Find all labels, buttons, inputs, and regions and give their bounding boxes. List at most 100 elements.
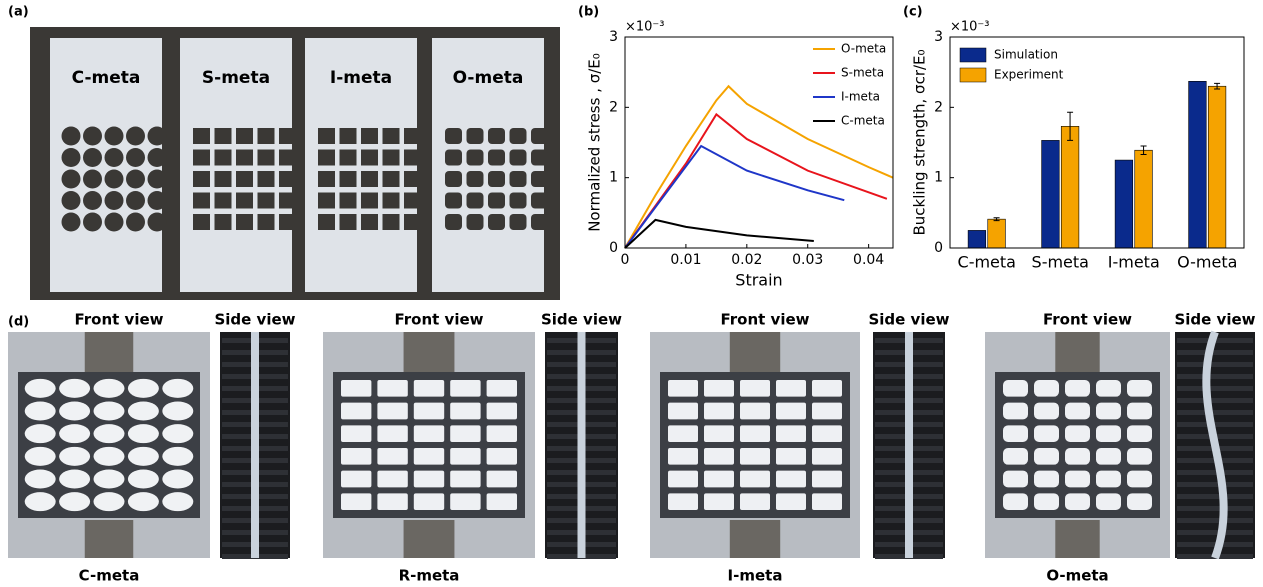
- hole: [279, 193, 296, 209]
- hole: [531, 150, 548, 166]
- hole: [510, 214, 527, 230]
- side-stripe: [1177, 530, 1253, 535]
- side-stripe: [1177, 362, 1253, 367]
- hole: [105, 213, 124, 232]
- x-tick-label: I-meta: [1108, 253, 1160, 272]
- hole: [510, 150, 527, 166]
- x-tick-label: 0.03: [792, 252, 823, 268]
- hole: [812, 403, 842, 420]
- hole: [812, 425, 842, 442]
- hole: [62, 148, 81, 167]
- side-stripe: [1177, 518, 1253, 523]
- side-view-label: Side view: [868, 311, 949, 329]
- hole: [488, 193, 505, 209]
- legend-label: O-meta: [841, 42, 886, 56]
- x-tick-label: C-meta: [958, 253, 1016, 272]
- side-stripe: [1177, 386, 1253, 391]
- hole: [377, 471, 407, 488]
- hole: [467, 171, 484, 187]
- hole: [162, 447, 193, 466]
- hole: [740, 380, 770, 397]
- hole: [236, 193, 253, 209]
- hole: [467, 193, 484, 209]
- hole: [487, 425, 517, 442]
- hole: [193, 171, 210, 187]
- line: [625, 220, 814, 248]
- y-tick-label: 1: [934, 170, 943, 186]
- front-view-label: Front view: [1043, 311, 1132, 329]
- hole: [83, 191, 102, 210]
- hole: [1096, 425, 1121, 442]
- side-view-label: Side view: [1174, 311, 1255, 329]
- hole: [236, 128, 253, 144]
- hole: [383, 193, 400, 209]
- hole: [531, 214, 548, 230]
- hole: [162, 469, 193, 488]
- hole: [740, 493, 770, 510]
- specimen-name: R-meta: [399, 567, 460, 585]
- hole: [318, 128, 335, 144]
- hole: [812, 471, 842, 488]
- hole: [83, 148, 102, 167]
- hole: [414, 403, 444, 420]
- hole: [414, 425, 444, 442]
- hole: [215, 171, 232, 187]
- hole: [126, 127, 145, 146]
- hole: [361, 150, 378, 166]
- front-view-label: Front view: [74, 311, 163, 329]
- hole: [1127, 425, 1152, 442]
- hole: [1034, 425, 1059, 442]
- hole: [1127, 471, 1152, 488]
- hole: [25, 469, 56, 488]
- x-tick-label: O-meta: [1177, 253, 1237, 272]
- hole: [215, 193, 232, 209]
- side-stripe: [1177, 470, 1253, 475]
- hole: [488, 214, 505, 230]
- hole: [59, 401, 90, 420]
- hole: [215, 150, 232, 166]
- plate-label: S-meta: [202, 68, 270, 88]
- hole: [341, 403, 371, 420]
- hole: [377, 380, 407, 397]
- hole: [340, 171, 357, 187]
- hole: [341, 380, 371, 397]
- hole: [162, 424, 193, 443]
- hole: [318, 214, 335, 230]
- hole: [1096, 471, 1121, 488]
- plate-label: C-meta: [72, 68, 141, 88]
- y-exponent: ×10⁻³: [950, 20, 990, 35]
- hole: [215, 128, 232, 144]
- hole: [128, 492, 159, 511]
- hole: [25, 492, 56, 511]
- hole: [531, 193, 548, 209]
- hole: [487, 380, 517, 397]
- plate-label: O-meta: [453, 68, 524, 88]
- specimen-name: I-meta: [728, 567, 783, 585]
- panel-label: (d): [8, 315, 29, 330]
- hole: [668, 425, 698, 442]
- hole: [1003, 380, 1028, 397]
- side-stripe: [1177, 350, 1253, 355]
- hole: [450, 380, 480, 397]
- hole: [668, 380, 698, 397]
- hole: [812, 448, 842, 465]
- clamp-top: [730, 332, 780, 372]
- hole: [236, 150, 253, 166]
- x-tick-label: 0: [621, 252, 630, 268]
- legend-swatch: [960, 48, 986, 62]
- hole: [467, 128, 484, 144]
- hole: [258, 150, 275, 166]
- hole: [148, 170, 167, 189]
- hole: [1003, 403, 1028, 420]
- hole: [361, 171, 378, 187]
- bar: [1208, 86, 1226, 248]
- y-tick-label: 3: [934, 29, 943, 45]
- hole: [193, 150, 210, 166]
- hole: [25, 424, 56, 443]
- hole: [361, 193, 378, 209]
- hole: [1127, 380, 1152, 397]
- clamp-bottom: [85, 520, 133, 558]
- hole: [62, 213, 81, 232]
- bar: [968, 230, 986, 248]
- hole: [279, 128, 296, 144]
